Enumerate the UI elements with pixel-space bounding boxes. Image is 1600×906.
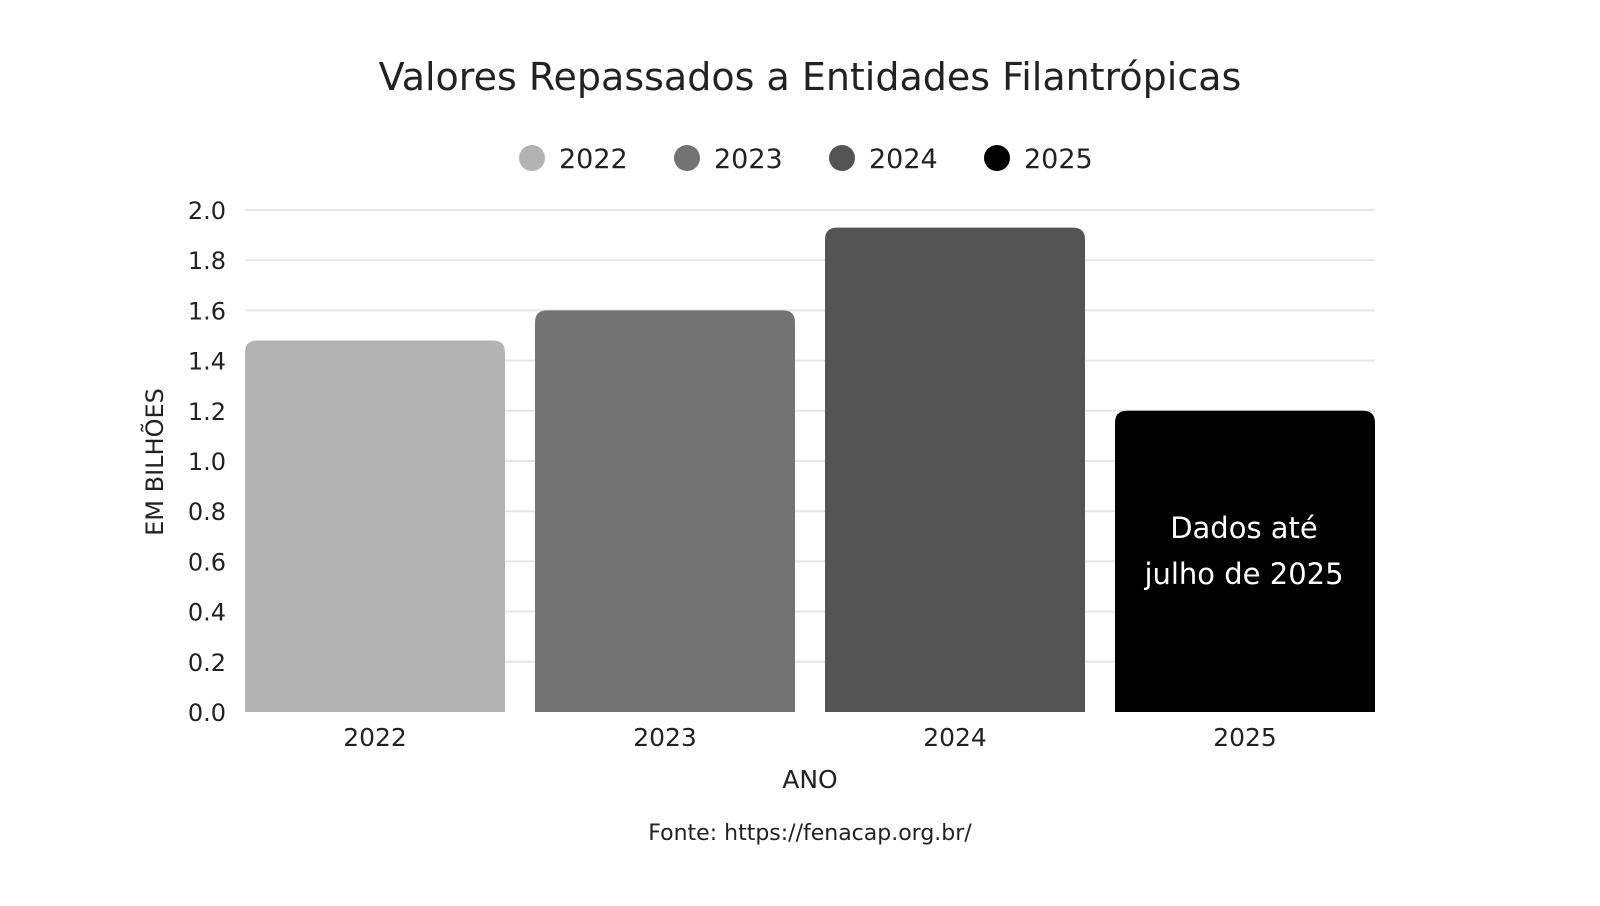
chart-title: Valores Repassados a Entidades Filantróp… xyxy=(379,55,1242,99)
legend-label: 2025 xyxy=(1024,144,1093,175)
y-tick-label: 0.0 xyxy=(188,699,226,727)
annotation-line-1: Dados até xyxy=(1170,511,1318,545)
y-tick-label: 1.2 xyxy=(188,398,226,426)
legend-marker-2023 xyxy=(674,145,700,171)
y-axis-label: EM BILHÕES xyxy=(139,388,169,536)
y-tick-label: 0.6 xyxy=(188,548,226,576)
legend-label: 2023 xyxy=(714,144,783,175)
legend-marker-2024 xyxy=(829,145,855,171)
x-axis-label: ANO xyxy=(782,765,837,794)
y-tick-label: 0.8 xyxy=(188,498,226,526)
bar-2023 xyxy=(535,310,795,712)
bar-2024 xyxy=(825,227,1085,712)
y-tick-label: 1.4 xyxy=(188,348,226,376)
y-tick-label: 2.0 xyxy=(188,197,226,225)
legend-label: 2022 xyxy=(559,144,628,175)
y-tick-label: 1.6 xyxy=(188,297,226,325)
legend-marker-2025 xyxy=(984,145,1010,171)
y-tick-label: 0.4 xyxy=(188,599,226,627)
bar-2025 xyxy=(1115,410,1375,712)
legend-marker-2022 xyxy=(519,145,545,171)
y-tick-label: 0.2 xyxy=(188,649,226,677)
x-tick-label: 2022 xyxy=(343,723,407,752)
y-axis-ticks: 0.0 0.2 0.4 0.6 0.8 1.0 1.2 1.4 1.6 1.8 2.0 xyxy=(188,197,226,727)
y-tick-label: 1.0 xyxy=(188,448,226,476)
x-tick-label: 2023 xyxy=(633,723,697,752)
legend-label: 2024 xyxy=(869,144,938,175)
annotation-line-2: julho de 2025 xyxy=(1143,557,1343,591)
x-tick-label: 2025 xyxy=(1213,723,1277,752)
y-tick-label: 1.8 xyxy=(188,247,226,275)
x-axis-ticks: 2022 2023 2024 2025 xyxy=(343,723,1277,752)
legend: 2022 2023 2024 2025 xyxy=(519,144,1093,175)
x-tick-label: 2024 xyxy=(923,723,987,752)
source-note: Fonte: https://fenacap.org.br/ xyxy=(648,821,972,846)
bar-2022 xyxy=(245,340,505,712)
bars xyxy=(245,227,1375,712)
